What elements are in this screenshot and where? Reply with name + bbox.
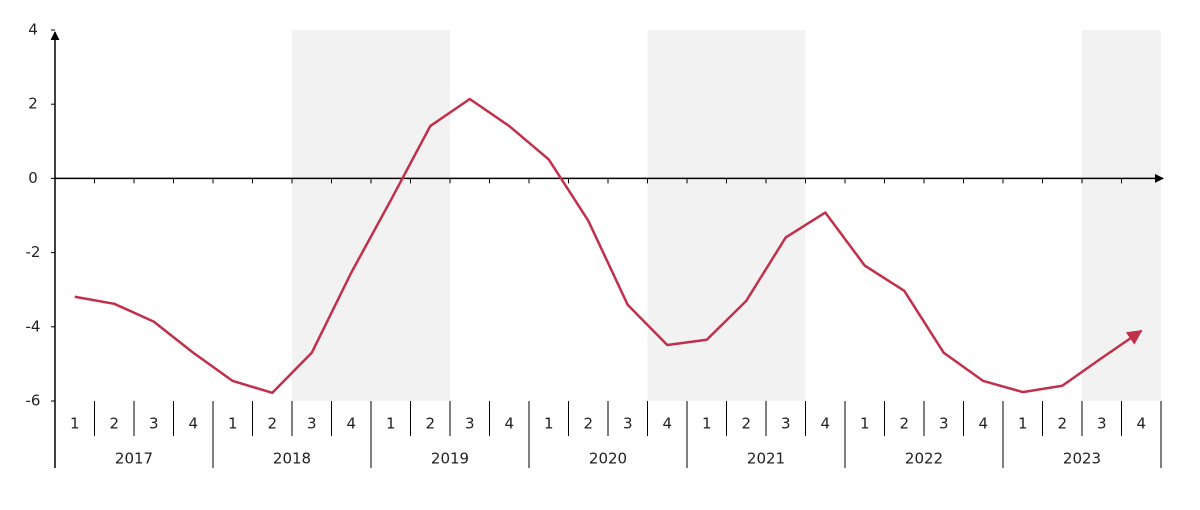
group-label: 2022 bbox=[905, 450, 943, 468]
y-tick-label: 2 bbox=[28, 95, 38, 113]
x-tick-label: 2 bbox=[741, 415, 751, 433]
group-label: 2017 bbox=[115, 450, 153, 468]
y-tick-label: 0 bbox=[28, 169, 38, 187]
x-tick-label: 4 bbox=[1136, 415, 1146, 433]
x-tick-label: 3 bbox=[939, 415, 949, 433]
group-label: 2023 bbox=[1063, 450, 1101, 468]
x-tick-label: 3 bbox=[1097, 415, 1107, 433]
x-tick-label: 2 bbox=[267, 415, 277, 433]
x-tick-label: 1 bbox=[70, 415, 80, 433]
x-tick-label: 2 bbox=[425, 415, 435, 433]
y-tick-label: -4 bbox=[26, 317, 41, 335]
x-tick-label: 2 bbox=[583, 415, 593, 433]
x-tick-label: 1 bbox=[860, 415, 870, 433]
group-label: 2018 bbox=[273, 450, 311, 468]
x-tick-label: 4 bbox=[820, 415, 830, 433]
data-line bbox=[74, 97, 1143, 395]
shaded-band bbox=[1082, 30, 1161, 401]
group-label: 2021 bbox=[747, 450, 785, 468]
x-tick-label: 1 bbox=[544, 415, 554, 433]
y-tick-label: -6 bbox=[26, 392, 41, 410]
x-tick-label: 4 bbox=[188, 415, 198, 433]
x-tick-label: 3 bbox=[149, 415, 159, 433]
x-tick-label: 1 bbox=[386, 415, 396, 433]
x-tick-label: 1 bbox=[702, 415, 712, 433]
y-tick-label: -2 bbox=[26, 243, 41, 261]
y-tick-label: 4 bbox=[28, 21, 38, 39]
x-tick-label: 4 bbox=[662, 415, 672, 433]
x-tick-label: 2 bbox=[1057, 415, 1067, 433]
x-tick-label: 4 bbox=[504, 415, 514, 433]
x-tick-label: 3 bbox=[465, 415, 475, 433]
x-tick-label: 3 bbox=[623, 415, 633, 433]
x-tick-label: 3 bbox=[781, 415, 791, 433]
x-tick-label: 2 bbox=[899, 415, 909, 433]
x-tick-label: 1 bbox=[1018, 415, 1028, 433]
group-label: 2019 bbox=[431, 450, 469, 468]
x-tick-label: 4 bbox=[346, 415, 356, 433]
group-label: 2020 bbox=[589, 450, 627, 468]
x-tick-label: 1 bbox=[228, 415, 238, 433]
shaded-band bbox=[647, 30, 806, 401]
x-tick-label: 4 bbox=[978, 415, 988, 433]
x-tick-label: 2 bbox=[109, 415, 119, 433]
x-tick-label: 3 bbox=[307, 415, 317, 433]
